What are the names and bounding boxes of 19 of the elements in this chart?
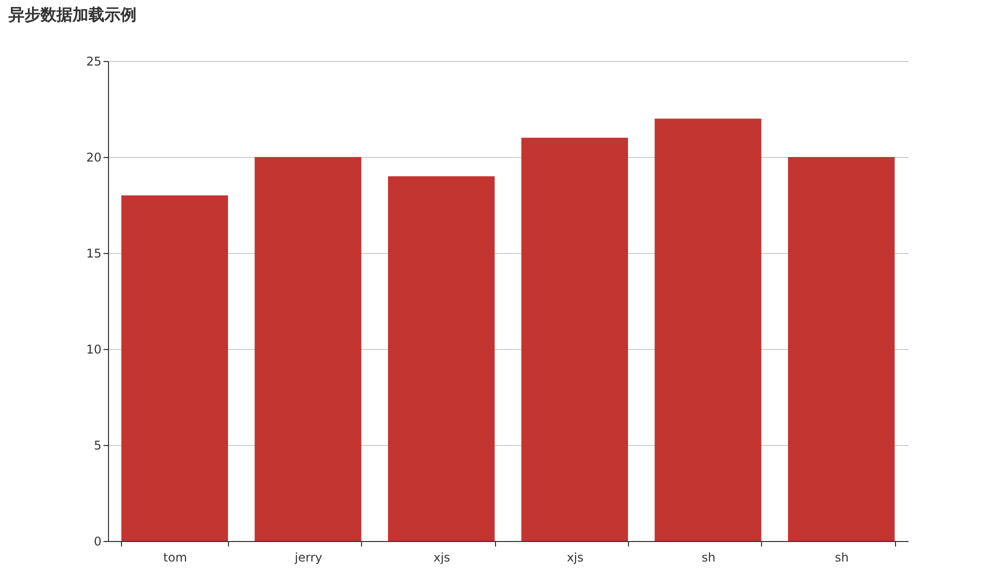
- x-tick-label: jerry: [294, 550, 322, 564]
- y-tick-label: 25: [86, 54, 102, 68]
- bar: [388, 176, 495, 541]
- x-tick-label: tom: [163, 550, 188, 564]
- y-tick-label: 15: [86, 246, 102, 260]
- bar: [121, 195, 228, 541]
- x-tick-label: xjs: [433, 550, 450, 564]
- bar: [788, 157, 895, 541]
- y-tick-label: 10: [86, 342, 102, 356]
- bar: [254, 157, 362, 541]
- chart-title: 异步数据加载示例: [8, 5, 137, 24]
- x-tick-label: sh: [834, 550, 849, 564]
- bar: [654, 118, 762, 541]
- x-tick-label: xjs: [566, 550, 584, 564]
- bar: [521, 138, 628, 541]
- y-tick-label: 5: [94, 438, 102, 452]
- y-tick-label: 0: [94, 534, 102, 548]
- x-tick-label: sh: [702, 550, 716, 564]
- y-tick-label: 20: [86, 150, 102, 164]
